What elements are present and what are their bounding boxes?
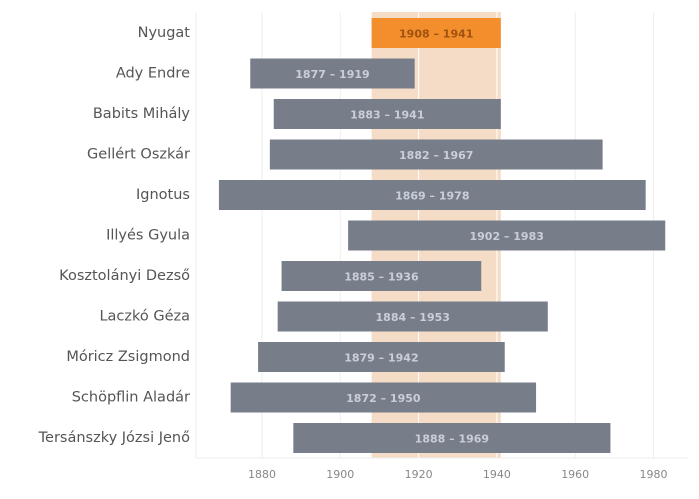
bar-person bbox=[281, 261, 482, 291]
bar-label: 1888 – 1969 bbox=[415, 433, 489, 446]
x-tick-label: 1920 bbox=[405, 468, 433, 481]
bar-person bbox=[273, 99, 501, 129]
row-label: Tersánszky Józsi Jenő bbox=[38, 430, 190, 446]
bar-label: 1879 – 1942 bbox=[344, 352, 418, 365]
bar-person bbox=[293, 423, 611, 453]
x-tick-label: 1880 bbox=[248, 468, 276, 481]
bar-person bbox=[258, 342, 505, 372]
bar-person bbox=[250, 58, 415, 89]
row-label: Laczkó Géza bbox=[99, 309, 190, 325]
bar-person bbox=[277, 301, 548, 332]
bar-label: 1877 – 1919 bbox=[295, 68, 369, 81]
x-tick-label: 1900 bbox=[326, 468, 354, 481]
bar-label: 1908 – 1941 bbox=[399, 28, 473, 41]
row-label: Móricz Zsigmond bbox=[66, 349, 190, 365]
bar-label: 1872 – 1950 bbox=[346, 392, 421, 405]
bar-person bbox=[230, 382, 537, 413]
row-label: Nyugat bbox=[138, 25, 191, 41]
row-label: Kosztolányi Dezső bbox=[59, 268, 190, 284]
bar-person bbox=[218, 180, 646, 210]
bar-label: 1902 – 1983 bbox=[469, 230, 543, 243]
row-label: Illyés Gyula bbox=[106, 228, 190, 244]
bar-person bbox=[269, 139, 603, 170]
row-label: Babits Mihály bbox=[93, 106, 191, 122]
bar-label: 1869 – 1978 bbox=[395, 190, 469, 203]
x-tick-label: 1980 bbox=[640, 468, 668, 481]
x-tick-label: 1940 bbox=[483, 468, 511, 481]
bar-label: 1882 – 1967 bbox=[399, 149, 473, 162]
bar-label: 1885 – 1936 bbox=[344, 271, 419, 284]
x-tick-label: 1960 bbox=[561, 468, 589, 481]
bar-label: 1884 – 1953 bbox=[376, 311, 450, 324]
row-label: Schöpflin Aladár bbox=[72, 390, 190, 406]
bar-nyugat bbox=[371, 18, 501, 48]
row-label: Ady Endre bbox=[116, 66, 190, 82]
row-label: Ignotus bbox=[136, 187, 190, 203]
bar-person bbox=[348, 220, 666, 251]
bar-label: 1883 – 1941 bbox=[350, 109, 424, 122]
row-label: Gellért Oszkár bbox=[87, 147, 190, 163]
